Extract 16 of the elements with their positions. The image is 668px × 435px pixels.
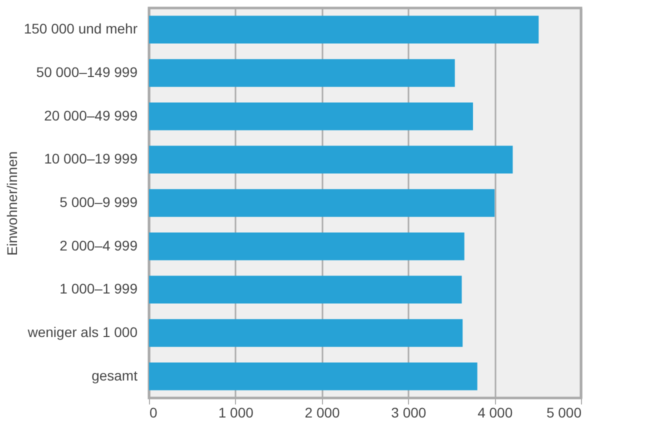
x-tick-label: 0 xyxy=(150,404,158,420)
x-tick-label: 1 000 xyxy=(218,404,254,420)
x-tick-label: 3 000 xyxy=(391,404,426,420)
y-tick-label: 10 000–19 999 xyxy=(44,150,138,167)
y-tick-label: 20 000–49 999 xyxy=(44,107,138,124)
y-tick-label: 2 000–4 999 xyxy=(60,237,138,254)
y-tick-label: 50 000–149 999 xyxy=(36,64,138,80)
x-tick-label: 4 000 xyxy=(478,404,513,420)
y-tick-label: 150 000 und mehr xyxy=(24,20,138,37)
y-axis-title: Einwohner/innen xyxy=(4,151,20,256)
x-tick-label: 5 000 xyxy=(546,404,582,420)
y-tick-label: gesamt xyxy=(92,367,138,384)
y-tick-label: weniger als 1 000 xyxy=(26,324,138,340)
y-tick-label: 5 000–9 999 xyxy=(60,194,138,210)
x-tick-label: 2 000 xyxy=(304,404,340,420)
y-tick-label: 1 000–1 999 xyxy=(60,280,138,297)
